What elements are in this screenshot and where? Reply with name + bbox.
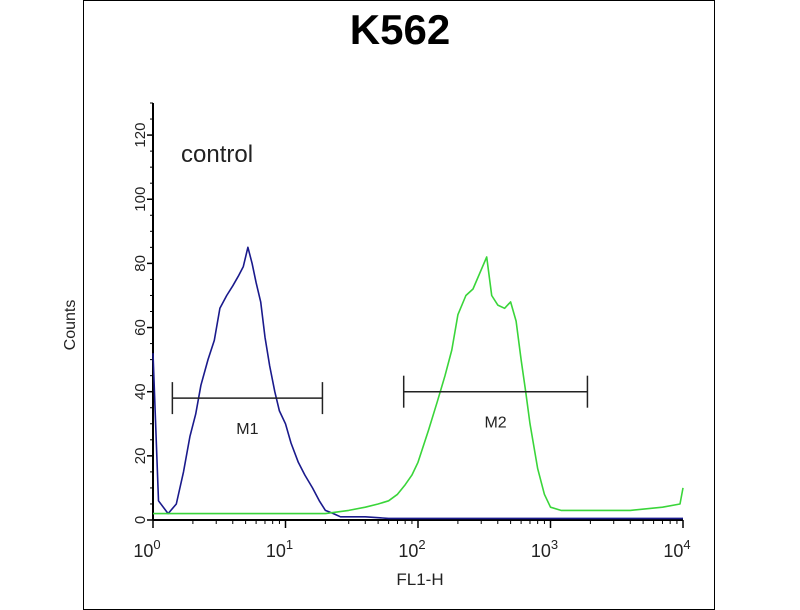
x-tick-label: 100 xyxy=(133,537,160,561)
chart-title: K562 xyxy=(349,6,451,53)
x-tick-label: 103 xyxy=(531,537,558,561)
chart-frame xyxy=(83,0,715,610)
y-tick-label: 0 xyxy=(132,516,149,524)
x-tick-label: 104 xyxy=(663,537,690,561)
marker-label: M1 xyxy=(236,421,258,438)
histogram-series-2 xyxy=(153,256,684,515)
marker-label: M2 xyxy=(484,415,506,432)
y-tick-label: 100 xyxy=(132,187,149,212)
x-tick-label: 102 xyxy=(398,537,425,561)
control-annotation: control xyxy=(181,141,253,168)
y-tick-label: 80 xyxy=(132,255,149,272)
histogram-series-1 xyxy=(152,246,683,520)
y-tick-label: 120 xyxy=(132,123,149,148)
y-tick-label: 60 xyxy=(132,319,149,336)
x-tick-label: 101 xyxy=(266,537,293,561)
y-tick-label: 20 xyxy=(132,448,149,465)
x-axis-label: FL1-H xyxy=(396,570,444,589)
y-tick-label: 40 xyxy=(132,383,149,400)
